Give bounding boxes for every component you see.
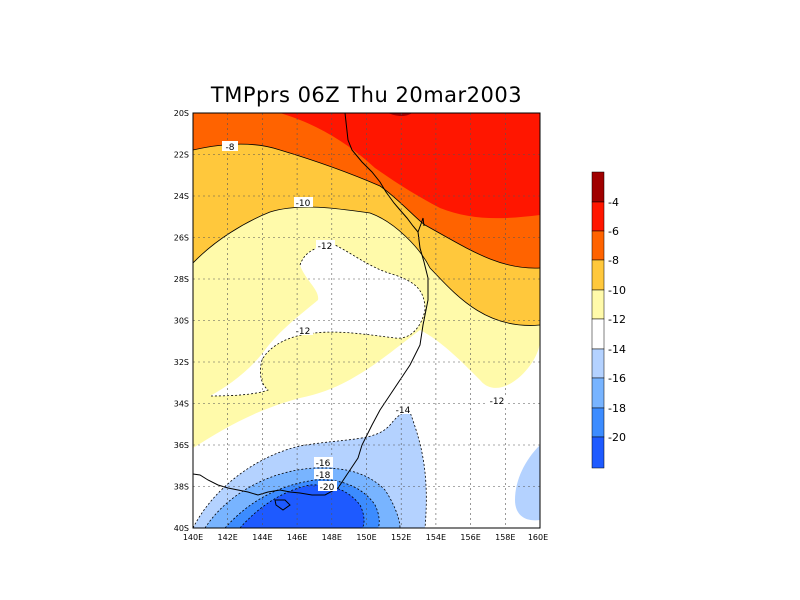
temperature-field [193, 113, 540, 528]
lat-tick-label: 38S [174, 483, 189, 492]
colorbar-label: -6 [608, 225, 619, 238]
lat-tick-label: 28S [174, 275, 189, 284]
colorbar-swatch [591, 348, 605, 379]
map-title: TMPprs 06Z Thu 20mar2003 [210, 83, 523, 107]
lat-tick-label: 22S [174, 151, 189, 160]
lon-tick-label: 150E [356, 533, 376, 542]
colorbar-label: -10 [608, 284, 626, 297]
fill-lt20 [240, 484, 365, 528]
colorbar-label: -16 [608, 372, 626, 385]
cold-lobe-east [515, 445, 540, 521]
lon-tick-label: 140E [183, 533, 203, 542]
coastline [193, 113, 429, 511]
lon-tick-label: 154E [426, 533, 446, 542]
colorbar-swatch [591, 259, 605, 291]
colorbar-label: -12 [608, 313, 626, 326]
colorbar-swatch [591, 318, 605, 350]
contour-label: -12 [490, 397, 505, 407]
lon-tick-label: 160E [528, 533, 548, 542]
lat-tick-label: 34S [174, 400, 189, 409]
fill-plateau-12 [210, 245, 425, 396]
colorbar-labels: -4 -6 -8 -10 -12 -14 -16 -18 -20 [608, 196, 626, 444]
lat-tick-label: 20S [174, 109, 189, 118]
contour-label: -12 [296, 327, 311, 337]
lat-tick-label: 24S [174, 192, 189, 201]
lon-axis: 140E 142E 144E 146E 148E 150E 152E 154E … [183, 533, 548, 542]
colorbar: -4 -6 -8 -10 -12 -14 -16 -18 -20 [591, 171, 626, 469]
contour-label: -10 [296, 199, 311, 209]
plot-frame [192, 112, 541, 529]
colorbar-swatch [591, 171, 605, 203]
colorbar-swatch [591, 407, 605, 438]
lat-tick-label: 36S [174, 441, 189, 450]
lat-tick-label: 26S [174, 234, 189, 243]
colorbar-swatch [591, 201, 605, 232]
lon-tick-label: 152E [391, 533, 411, 542]
lat-tick-label: 40S [174, 524, 189, 533]
lon-tick-label: 156E [460, 533, 480, 542]
contour-label: -12 [318, 242, 333, 252]
lon-tick-label: 144E [252, 533, 272, 542]
contour-label: -16 [316, 459, 331, 469]
lat-axis: 20S 22S 24S 26S 28S 30S 32S 34S 36S 38S … [174, 109, 189, 533]
lon-tick-label: 146E [287, 533, 307, 542]
contour-label: -14 [396, 406, 411, 416]
fill-lt4 [388, 113, 412, 117]
lon-tick-label: 148E [322, 533, 342, 542]
colorbar-label: -20 [608, 431, 626, 444]
colorbar-swatch [591, 436, 605, 469]
contour-label: -20 [320, 483, 335, 493]
lat-tick-label: 32S [174, 358, 189, 367]
contour-label: -18 [316, 471, 331, 481]
lon-tick-label: 158E [495, 533, 515, 542]
lon-tick-label: 142E [218, 533, 238, 542]
colorbar-swatch [591, 377, 605, 409]
lat-tick-label: 30S [174, 317, 189, 326]
colorbar-label: -18 [608, 402, 626, 415]
contour-labels: -8 -10 -12 -12 -12 -14 -16 -18 -20 [222, 141, 507, 493]
fill-lt6 [280, 113, 540, 219]
contour-label: -8 [226, 143, 235, 153]
colorbar-label: -14 [608, 343, 626, 356]
colorbar-label: -8 [608, 254, 619, 267]
colorbar-swatch [591, 230, 605, 261]
colorbar-label: -4 [608, 196, 619, 209]
colorbar-swatch [591, 289, 605, 320]
